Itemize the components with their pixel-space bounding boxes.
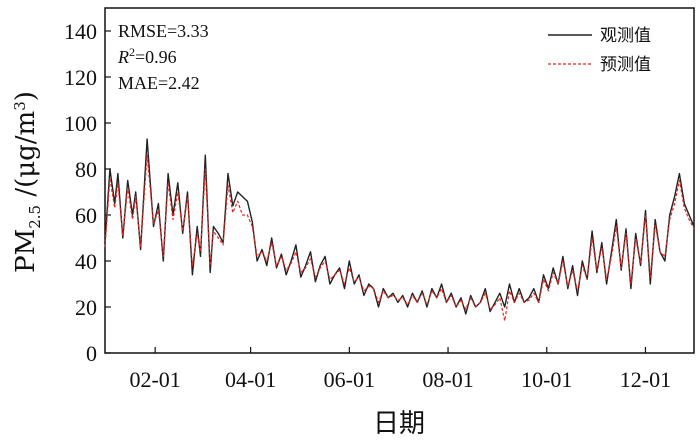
legend-label-predicted: 预测值	[600, 55, 651, 75]
x-tick-label: 02-01	[129, 367, 180, 392]
y-tick-label: 40	[75, 249, 97, 274]
x-tick-label: 08-01	[422, 367, 473, 392]
y-axis-title-main: PM	[11, 229, 41, 273]
r2-label: R2=0.96	[117, 45, 177, 67]
rmse-label: RMSE=3.33	[118, 21, 209, 41]
legend: 观测值 预测值	[548, 26, 651, 75]
r2-symbol: R	[117, 47, 129, 67]
y-tick-label: 60	[75, 203, 97, 228]
y-tick-label: 20	[75, 295, 97, 320]
y-tick-label: 120	[64, 65, 97, 90]
y-axis-title-close: )	[11, 91, 41, 101]
r2-superscript: 2	[129, 45, 135, 59]
series-line-observed	[104, 138, 695, 315]
series-line-predicted	[104, 154, 695, 322]
y-tick-label: 100	[64, 111, 97, 136]
x-tick-label: 12-01	[620, 367, 671, 392]
plot-frame	[104, 7, 695, 354]
y-tick-label: 0	[86, 341, 97, 366]
legend-label-observed: 观测值	[600, 26, 651, 46]
x-axis-title: 日期	[373, 409, 425, 439]
x-tick-label: 06-01	[324, 367, 375, 392]
y-tick-label: 140	[64, 19, 97, 44]
x-axis: 02-01 04-01 06-01 08-01 10-01 12-01	[129, 347, 671, 392]
y-axis-title-sub: 2.5	[26, 205, 44, 229]
x-tick-label: 10-01	[521, 367, 572, 392]
x-tick-label: 04-01	[225, 367, 276, 392]
y-axis-title-unit: /(μg/m	[11, 111, 41, 205]
series-layer	[104, 138, 695, 322]
y-axis: 0 20 40 60 80 100 120 140	[64, 19, 111, 366]
y-axis-title: PM2.5 /(μg/m3)	[11, 91, 44, 273]
y-axis-title-sup: 3	[11, 101, 29, 111]
r2-value: =0.96	[135, 47, 177, 67]
y-tick-label: 80	[75, 157, 97, 182]
mae-label: MAE=2.42	[118, 73, 200, 93]
